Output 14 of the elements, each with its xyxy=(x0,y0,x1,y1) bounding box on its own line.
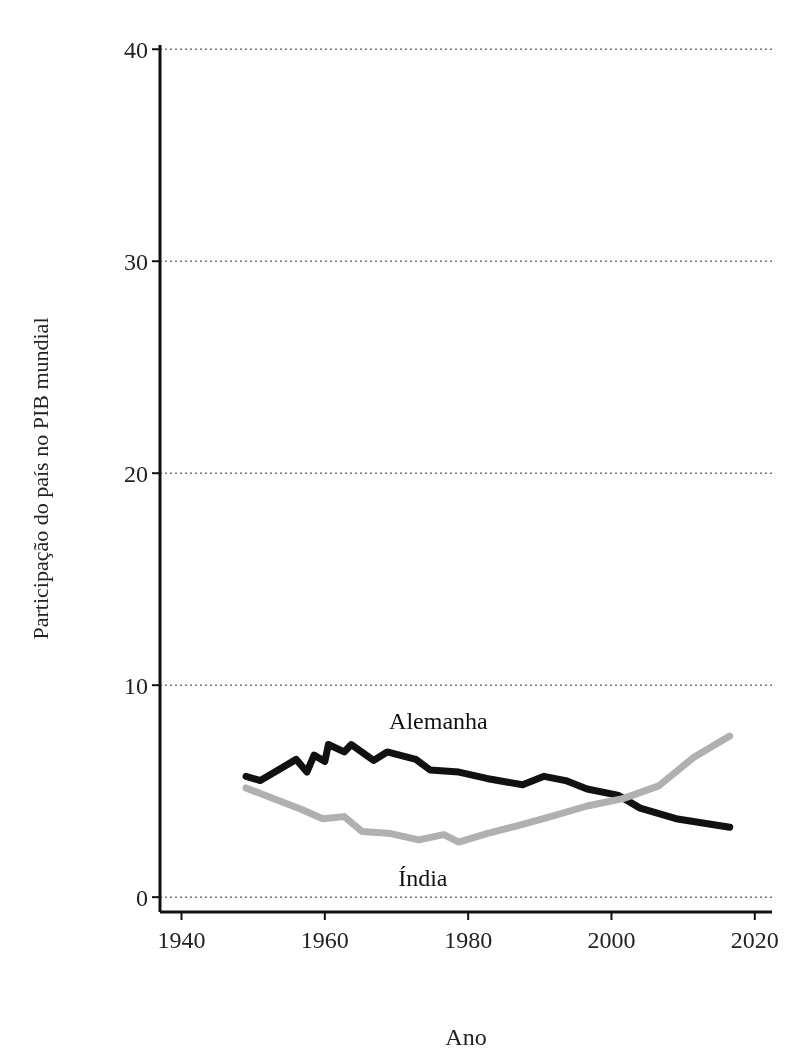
y-tick-label: 30 xyxy=(124,248,148,275)
x-tick-label: 1940 xyxy=(157,927,206,953)
x-axis-title: Ano xyxy=(445,1024,487,1050)
x-tick-label: 1980 xyxy=(444,927,493,953)
x-tick-label: 2000 xyxy=(587,927,636,953)
x-tick-label: 2020 xyxy=(730,927,779,953)
y-tick-label: 20 xyxy=(124,460,148,487)
x-tick-label: 1960 xyxy=(300,927,349,953)
y-axis-title: Participação do país no PIB mundial xyxy=(28,317,53,640)
y-tick-label: 40 xyxy=(124,36,148,63)
y-tick-label: 0 xyxy=(136,884,148,911)
y-tick-label: 10 xyxy=(124,672,148,699)
series-label: Índia xyxy=(398,865,448,892)
series-label: Alemanha xyxy=(389,707,489,734)
